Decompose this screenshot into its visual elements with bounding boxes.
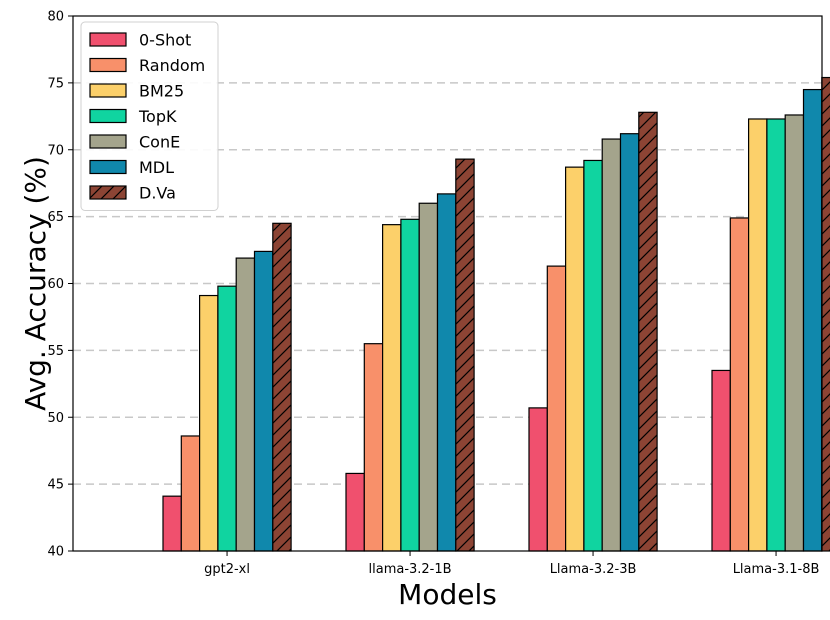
legend-label: D.Va xyxy=(139,184,176,203)
legend: 0-Shot Random BM25 TopK ConE MDL D.Va xyxy=(80,21,219,211)
legend-swatch xyxy=(89,57,127,73)
bar-random-2 xyxy=(546,265,567,552)
x-tick-label: llama-3.2-1B xyxy=(369,562,452,577)
x-tick-label: gpt2-xl xyxy=(204,562,250,577)
legend-label: TopK xyxy=(138,107,177,126)
bar-0-shot-0 xyxy=(162,495,182,552)
legend-swatch xyxy=(89,83,127,98)
bar-bm25-1 xyxy=(382,224,402,552)
bar-random-1 xyxy=(363,343,384,552)
bar-d-va-1 xyxy=(455,158,475,552)
bar-random-0 xyxy=(180,435,201,552)
bar-cone-0 xyxy=(235,257,256,552)
bar-mdl-3 xyxy=(802,88,823,552)
y-tick-label: 75 xyxy=(47,76,64,91)
x-tick-label: Llama-3.2-3B xyxy=(550,562,637,577)
legend-label: 0-Shot xyxy=(139,31,191,50)
y-axis-title: Avg. Accuracy (%) xyxy=(19,156,52,411)
y-tick-label: 45 xyxy=(47,478,64,493)
legend-swatch xyxy=(89,32,127,47)
bar-mdl-0 xyxy=(253,250,274,552)
bar-0-shot-2 xyxy=(528,407,548,552)
bar-bm25-2 xyxy=(564,166,585,552)
bar-random-3 xyxy=(729,217,750,552)
bar-bm25-3 xyxy=(747,118,768,552)
x-tick-label: Llama-3.1-8B xyxy=(733,562,820,577)
bar-cone-3 xyxy=(784,114,805,552)
bar-cone-1 xyxy=(418,202,439,552)
bar-topk-3 xyxy=(766,118,786,552)
bars xyxy=(162,76,830,552)
bar-cone-2 xyxy=(601,138,622,552)
bar-0-shot-3 xyxy=(711,369,731,552)
bar-d-va-3 xyxy=(821,76,830,552)
legend-label: BM25 xyxy=(139,82,184,101)
bar-d-va-0 xyxy=(272,222,292,552)
legend-label: MDL xyxy=(139,158,174,177)
bar-topk-2 xyxy=(583,159,603,552)
bar-bm25-0 xyxy=(199,294,219,552)
legend-swatch xyxy=(89,185,127,200)
legend-label: Random xyxy=(139,56,205,75)
y-tick-label: 80 xyxy=(47,10,64,25)
bar-mdl-2 xyxy=(619,133,640,552)
y-axis-ticks: 40 45 50 55 60 65 70 75 80 xyxy=(47,10,73,560)
x-axis-ticks: gpt2-xl llama-3.2-1B Llama-3.2-3B Llama-3.1… xyxy=(204,551,819,577)
bar-topk-1 xyxy=(400,218,420,552)
legend-swatch xyxy=(89,159,127,175)
legend-label: ConE xyxy=(139,133,180,152)
x-axis-title: Models xyxy=(398,578,497,611)
y-tick-label: 40 xyxy=(47,545,64,560)
y-tick-label: 50 xyxy=(47,411,64,426)
y-tick-label: 60 xyxy=(47,277,64,292)
bar-mdl-1 xyxy=(436,193,457,552)
y-tick-label: 70 xyxy=(47,143,64,158)
bar-d-va-2 xyxy=(638,111,658,552)
legend-swatch xyxy=(89,108,127,124)
y-tick-label: 65 xyxy=(47,210,64,225)
y-tick-label: 55 xyxy=(47,344,64,359)
bar-0-shot-1 xyxy=(345,472,365,552)
legend-swatch xyxy=(89,134,127,149)
bar-topk-0 xyxy=(217,285,237,552)
